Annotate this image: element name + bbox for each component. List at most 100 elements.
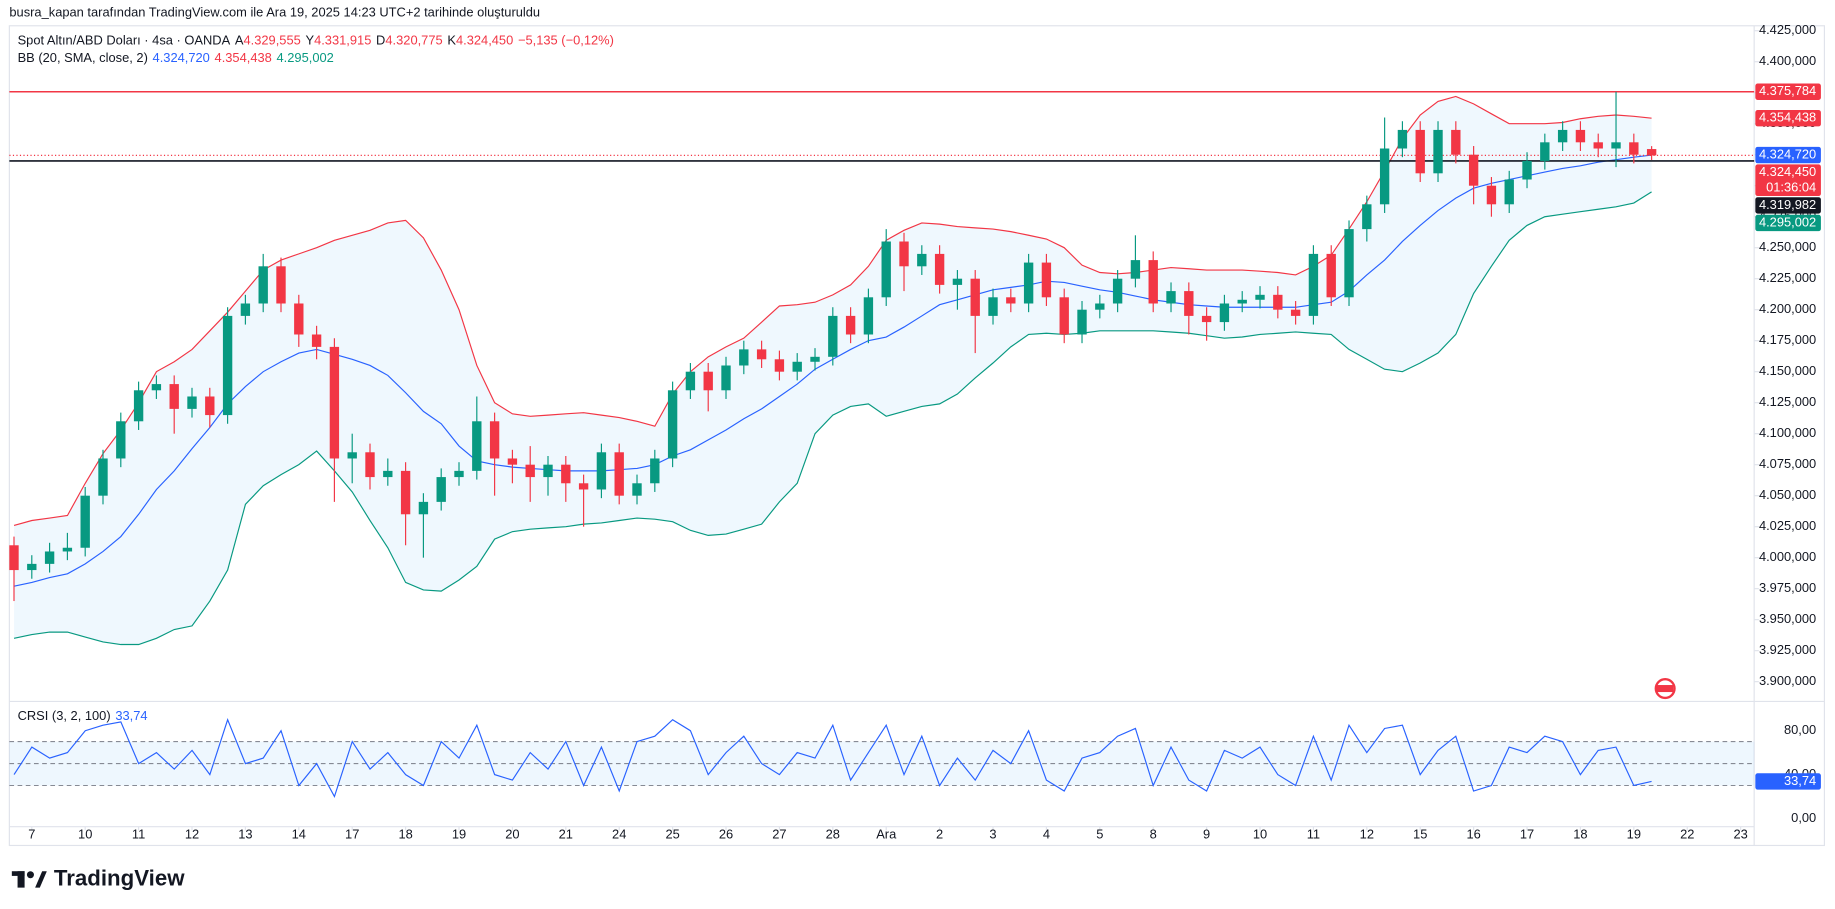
price-label: 4.375,784 (1759, 83, 1816, 98)
candle-body (917, 253, 927, 267)
candle-body (116, 421, 126, 459)
x-tick-label: 10 (1253, 826, 1267, 841)
crsi-value: 33,74 (115, 709, 148, 724)
x-tick-label: 20 (505, 826, 519, 841)
candle-body (62, 547, 73, 552)
y-tick-label: 3.975,000 (1759, 580, 1816, 595)
candle-body (739, 349, 749, 366)
candle-body (27, 563, 37, 571)
price-label: 4.324,720 (1759, 146, 1816, 161)
bb-value: 4.324,720 (152, 51, 210, 66)
x-tick-label: 25 (665, 826, 679, 841)
y-tick-label: 80,00 (1784, 722, 1816, 737)
x-tick-label: 19 (1627, 826, 1641, 841)
x-tick-label: 26 (719, 826, 733, 841)
candle-body (970, 278, 980, 316)
x-tick-label: 16 (1466, 826, 1480, 841)
ohlc-prefix: Y (305, 33, 315, 49)
ohlc-prefix: K (447, 33, 456, 49)
price-label-box (1755, 197, 1821, 214)
candle-body (1077, 309, 1087, 335)
candle-body (1023, 262, 1034, 304)
y-tick-label: 4.100,000 (1759, 425, 1816, 440)
candle-body (1557, 129, 1568, 143)
brand-name: TradingView (53, 866, 185, 892)
x-tick-label: 24 (612, 826, 626, 841)
bb-name: BB (20, SMA, close, 2) (17, 51, 148, 66)
candle-body (240, 303, 251, 316)
candle-body (1540, 142, 1550, 161)
candle-body (44, 551, 55, 564)
candle-body (1201, 315, 1212, 323)
ohlc-value: 4.331,915 (314, 33, 372, 49)
x-tick-label: 12 (185, 826, 199, 841)
x-tick-label: 14 (292, 826, 306, 841)
candle-body (311, 334, 322, 347)
candle-body (365, 452, 375, 478)
y-tick-label: 4.175,000 (1759, 332, 1816, 347)
crsi-line (13, 717, 1652, 798)
candle-body (1433, 129, 1443, 174)
candle-body (774, 359, 785, 372)
candle-body (1504, 179, 1514, 205)
candle-body (258, 266, 268, 304)
candle-body (988, 297, 998, 316)
attribution: busra_kapan tarafından TradingView.com i… (9, 5, 541, 20)
candle-body (472, 421, 482, 471)
y-tick-label: 0,00 (1791, 810, 1816, 825)
ohlc-prefix: A (234, 33, 244, 49)
candle-body (1415, 129, 1425, 174)
candle-body (80, 495, 90, 548)
price-label-box (1755, 214, 1821, 232)
candle-body (1646, 149, 1657, 156)
candle-body (400, 470, 411, 515)
candle-body (1166, 291, 1176, 304)
candle-body (418, 501, 429, 515)
change: −5,135 (−0,12%) (517, 33, 614, 49)
candle-body (525, 464, 535, 478)
x-tick-label: 9 (1203, 826, 1210, 841)
price-label-box (1755, 146, 1821, 164)
candle-body (1041, 262, 1052, 298)
candle-body (276, 266, 286, 304)
candle-body (1219, 303, 1230, 323)
price-label: 4.319,982 (1759, 197, 1816, 212)
candle-body (507, 458, 518, 465)
candle-body (222, 315, 233, 416)
candle-body (98, 458, 108, 496)
candle-body (828, 315, 838, 357)
candle-body (329, 346, 340, 459)
x-tick-label: 28 (826, 826, 840, 841)
candle-body (1237, 299, 1247, 304)
x-tick-label: 8 (1150, 826, 1157, 841)
ohlc-value: 4.329,555 (243, 33, 301, 49)
x-tick-label: 22 (1680, 826, 1694, 841)
x-tick-label: 2 (936, 826, 943, 841)
candle-body (1308, 253, 1319, 316)
price-label: 4.354,438 (1759, 110, 1816, 125)
x-tick-label: 4 (1043, 826, 1050, 841)
candle-body (1059, 297, 1069, 335)
candle-body (1255, 294, 1265, 300)
candle-body (596, 452, 607, 490)
symbol: Spot Altın/ABD Doları · 4sa · OANDA (17, 33, 231, 49)
candle-body (881, 241, 891, 298)
y-tick-label: 4.050,000 (1759, 487, 1816, 502)
candle-body (151, 384, 162, 391)
candle-body (205, 396, 215, 416)
y-tick-label: 4.150,000 (1759, 363, 1816, 378)
x-tick-label: 27 (772, 826, 786, 841)
x-tick-label: 18 (1573, 826, 1587, 841)
candle-body (650, 458, 660, 484)
candle-body (9, 545, 19, 571)
candle-body (169, 384, 179, 409)
ohlc-prefix: D (376, 33, 386, 49)
candle-body (632, 483, 642, 496)
candle-body (667, 390, 678, 459)
x-tick-label: 17 (1520, 826, 1534, 841)
x-tick-label: 15 (1413, 826, 1427, 841)
band-lower (13, 191, 1652, 646)
countdown: 01:36:04 (1766, 179, 1816, 194)
candle-body (614, 452, 624, 496)
